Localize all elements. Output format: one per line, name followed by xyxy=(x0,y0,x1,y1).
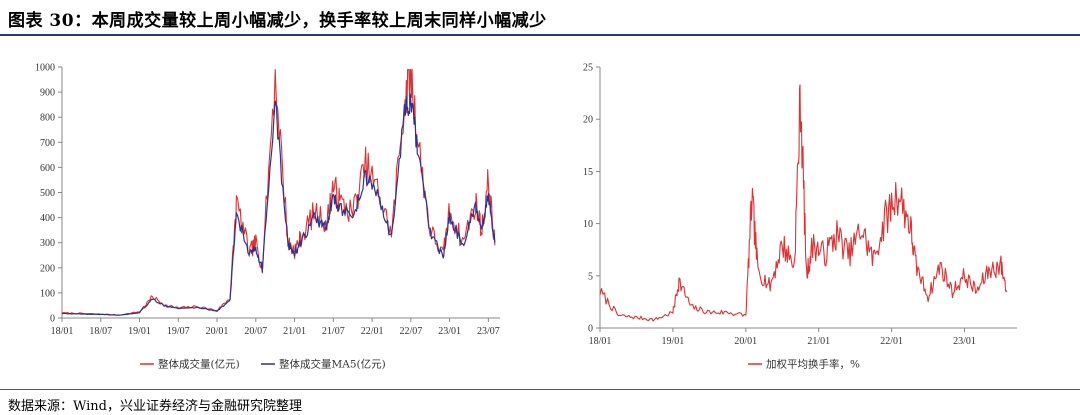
y-tick-label: 1000 xyxy=(35,63,55,74)
figure-title: 图表 30：本周成交量较上周小幅减少，换手率较上周末同样小幅减少 xyxy=(8,11,547,31)
x-tick-label: 20/01 xyxy=(206,326,229,337)
legend-label-1: 加权平均换手率，% xyxy=(766,358,860,371)
y-tick-label: 0 xyxy=(588,324,593,335)
turnover-chart: 0 5 10 15 20 25 18/01 19/01 20/01 21/01 22/01 23/01… xyxy=(583,63,1017,371)
x-tick-label: 23/01 xyxy=(953,336,976,347)
series-line-1 xyxy=(599,84,1008,322)
series-line-1 xyxy=(61,68,496,316)
y-tick-label: 200 xyxy=(40,263,55,274)
y-tick-label: 800 xyxy=(40,113,55,124)
legend-label-2: 整体成交量MA5(亿元) xyxy=(279,358,386,371)
y-tick-label: 0 xyxy=(50,314,55,325)
series-line-2 xyxy=(61,93,496,316)
y-tick-label: 15 xyxy=(583,167,593,178)
x-tick-label: 20/01 xyxy=(734,336,757,347)
x-tick-label: 21/07 xyxy=(322,326,345,337)
x-tick-label: 18/01 xyxy=(51,326,74,337)
x-tick-label: 20/07 xyxy=(244,326,267,337)
y-tick-label: 10 xyxy=(583,219,593,230)
y-tick-label: 25 xyxy=(583,63,593,74)
source-note: 数据来源：Wind，兴业证券经济与金融研究院整理 xyxy=(8,399,302,414)
x-tick-label: 22/01 xyxy=(880,336,903,347)
x-tick-label: 23/01 xyxy=(438,326,461,337)
x-tick-label: 21/01 xyxy=(807,336,830,347)
legend-label-1: 整体成交量(亿元) xyxy=(158,358,240,371)
x-tick-label: 21/01 xyxy=(283,326,306,337)
y-tick-label: 900 xyxy=(40,88,55,99)
x-tick-label: 22/07 xyxy=(399,326,422,337)
x-tick-label: 22/01 xyxy=(361,326,384,337)
title-underline xyxy=(0,34,1080,36)
x-tick-label: 19/01 xyxy=(128,326,151,337)
volume-chart: 0 100 200 300 400 500 600 700 800 900 1000 18/01 18/… xyxy=(35,63,500,371)
y-tick-label: 600 xyxy=(40,163,55,174)
y-tick-label: 400 xyxy=(40,213,55,224)
x-tick-label: 23/07 xyxy=(477,326,500,337)
y-tick-label: 20 xyxy=(583,115,593,126)
x-tick-label: 18/01 xyxy=(589,336,612,347)
y-tick-label: 300 xyxy=(40,238,55,249)
y-tick-label: 100 xyxy=(40,288,55,299)
y-tick-label: 700 xyxy=(40,138,55,149)
x-tick-label: 19/07 xyxy=(167,326,190,337)
y-tick-label: 5 xyxy=(588,271,593,282)
x-tick-label: 18/07 xyxy=(89,326,112,337)
source-divider xyxy=(0,389,1080,390)
x-tick-label: 19/01 xyxy=(662,336,685,347)
y-tick-label: 500 xyxy=(40,188,55,199)
